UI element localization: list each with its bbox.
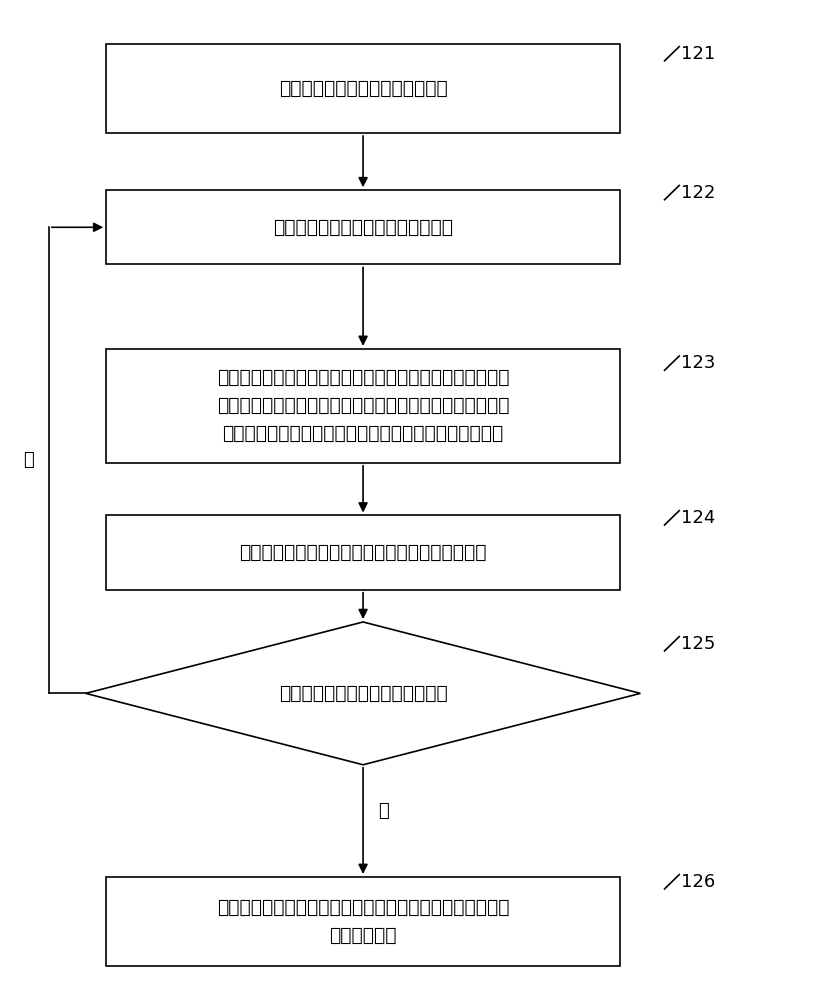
Text: 122: 122 — [681, 184, 715, 202]
Text: 126: 126 — [681, 873, 715, 891]
Text: 将相关系数不小于所述预设值时的待确定参数的值作为率定
的待确定参数: 将相关系数不小于所述预设值时的待确定参数的值作为率定 的待确定参数 — [217, 898, 509, 945]
Text: 将所述待确定参数的值、所述叶面积指数样本和对应的已有
气象数据输入所述对应关系中，得到叶面积指数的模拟值，
其中，所述模拟值的数量与所述面积指数样本的数量相同: 将所述待确定参数的值、所述叶面积指数样本和对应的已有 气象数据输入所述对应关系中… — [217, 368, 509, 443]
Text: 124: 124 — [681, 509, 715, 527]
Text: 121: 121 — [681, 45, 715, 63]
Text: 125: 125 — [681, 635, 715, 653]
Text: 根据所述范围，确定待确定参数的值: 根据所述范围，确定待确定参数的值 — [273, 218, 453, 237]
Bar — [106, 44, 620, 133]
Text: 123: 123 — [681, 354, 715, 372]
Text: 接收用户设置的待确定参数的范围: 接收用户设置的待确定参数的范围 — [279, 79, 447, 98]
Bar — [106, 515, 620, 590]
Text: 判断所述相关系数是否小于预设值: 判断所述相关系数是否小于预设值 — [279, 684, 447, 703]
Text: 计算所述模拟值和所述叶面积指数样本的相关系数: 计算所述模拟值和所述叶面积指数样本的相关系数 — [239, 543, 487, 562]
Text: 否: 否 — [378, 802, 389, 820]
Bar — [106, 349, 620, 463]
Text: 是: 是 — [23, 451, 34, 469]
Bar — [106, 877, 620, 966]
Polygon shape — [86, 622, 640, 765]
Bar — [106, 190, 620, 264]
